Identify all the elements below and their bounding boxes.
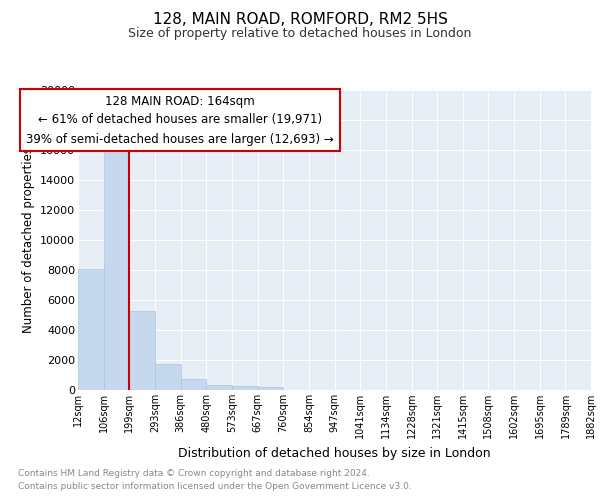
Text: 128 MAIN ROAD: 164sqm
← 61% of detached houses are smaller (19,971)
39% of semi-: 128 MAIN ROAD: 164sqm ← 61% of detached …	[26, 94, 334, 146]
Bar	[257, 387, 283, 390]
X-axis label: Distribution of detached houses by size in London: Distribution of detached houses by size …	[178, 446, 491, 460]
Bar	[232, 386, 257, 390]
Text: Size of property relative to detached houses in London: Size of property relative to detached ho…	[128, 28, 472, 40]
Y-axis label: Number of detached properties: Number of detached properties	[22, 147, 35, 333]
Bar	[155, 364, 181, 390]
Bar	[130, 310, 155, 390]
Bar	[181, 379, 206, 390]
Text: Contains public sector information licensed under the Open Government Licence v3: Contains public sector information licen…	[18, 482, 412, 491]
Text: 128, MAIN ROAD, ROMFORD, RM2 5HS: 128, MAIN ROAD, ROMFORD, RM2 5HS	[152, 12, 448, 28]
Bar	[78, 268, 104, 390]
Text: Contains HM Land Registry data © Crown copyright and database right 2024.: Contains HM Land Registry data © Crown c…	[18, 469, 370, 478]
Bar	[104, 142, 130, 390]
Bar	[206, 385, 232, 390]
